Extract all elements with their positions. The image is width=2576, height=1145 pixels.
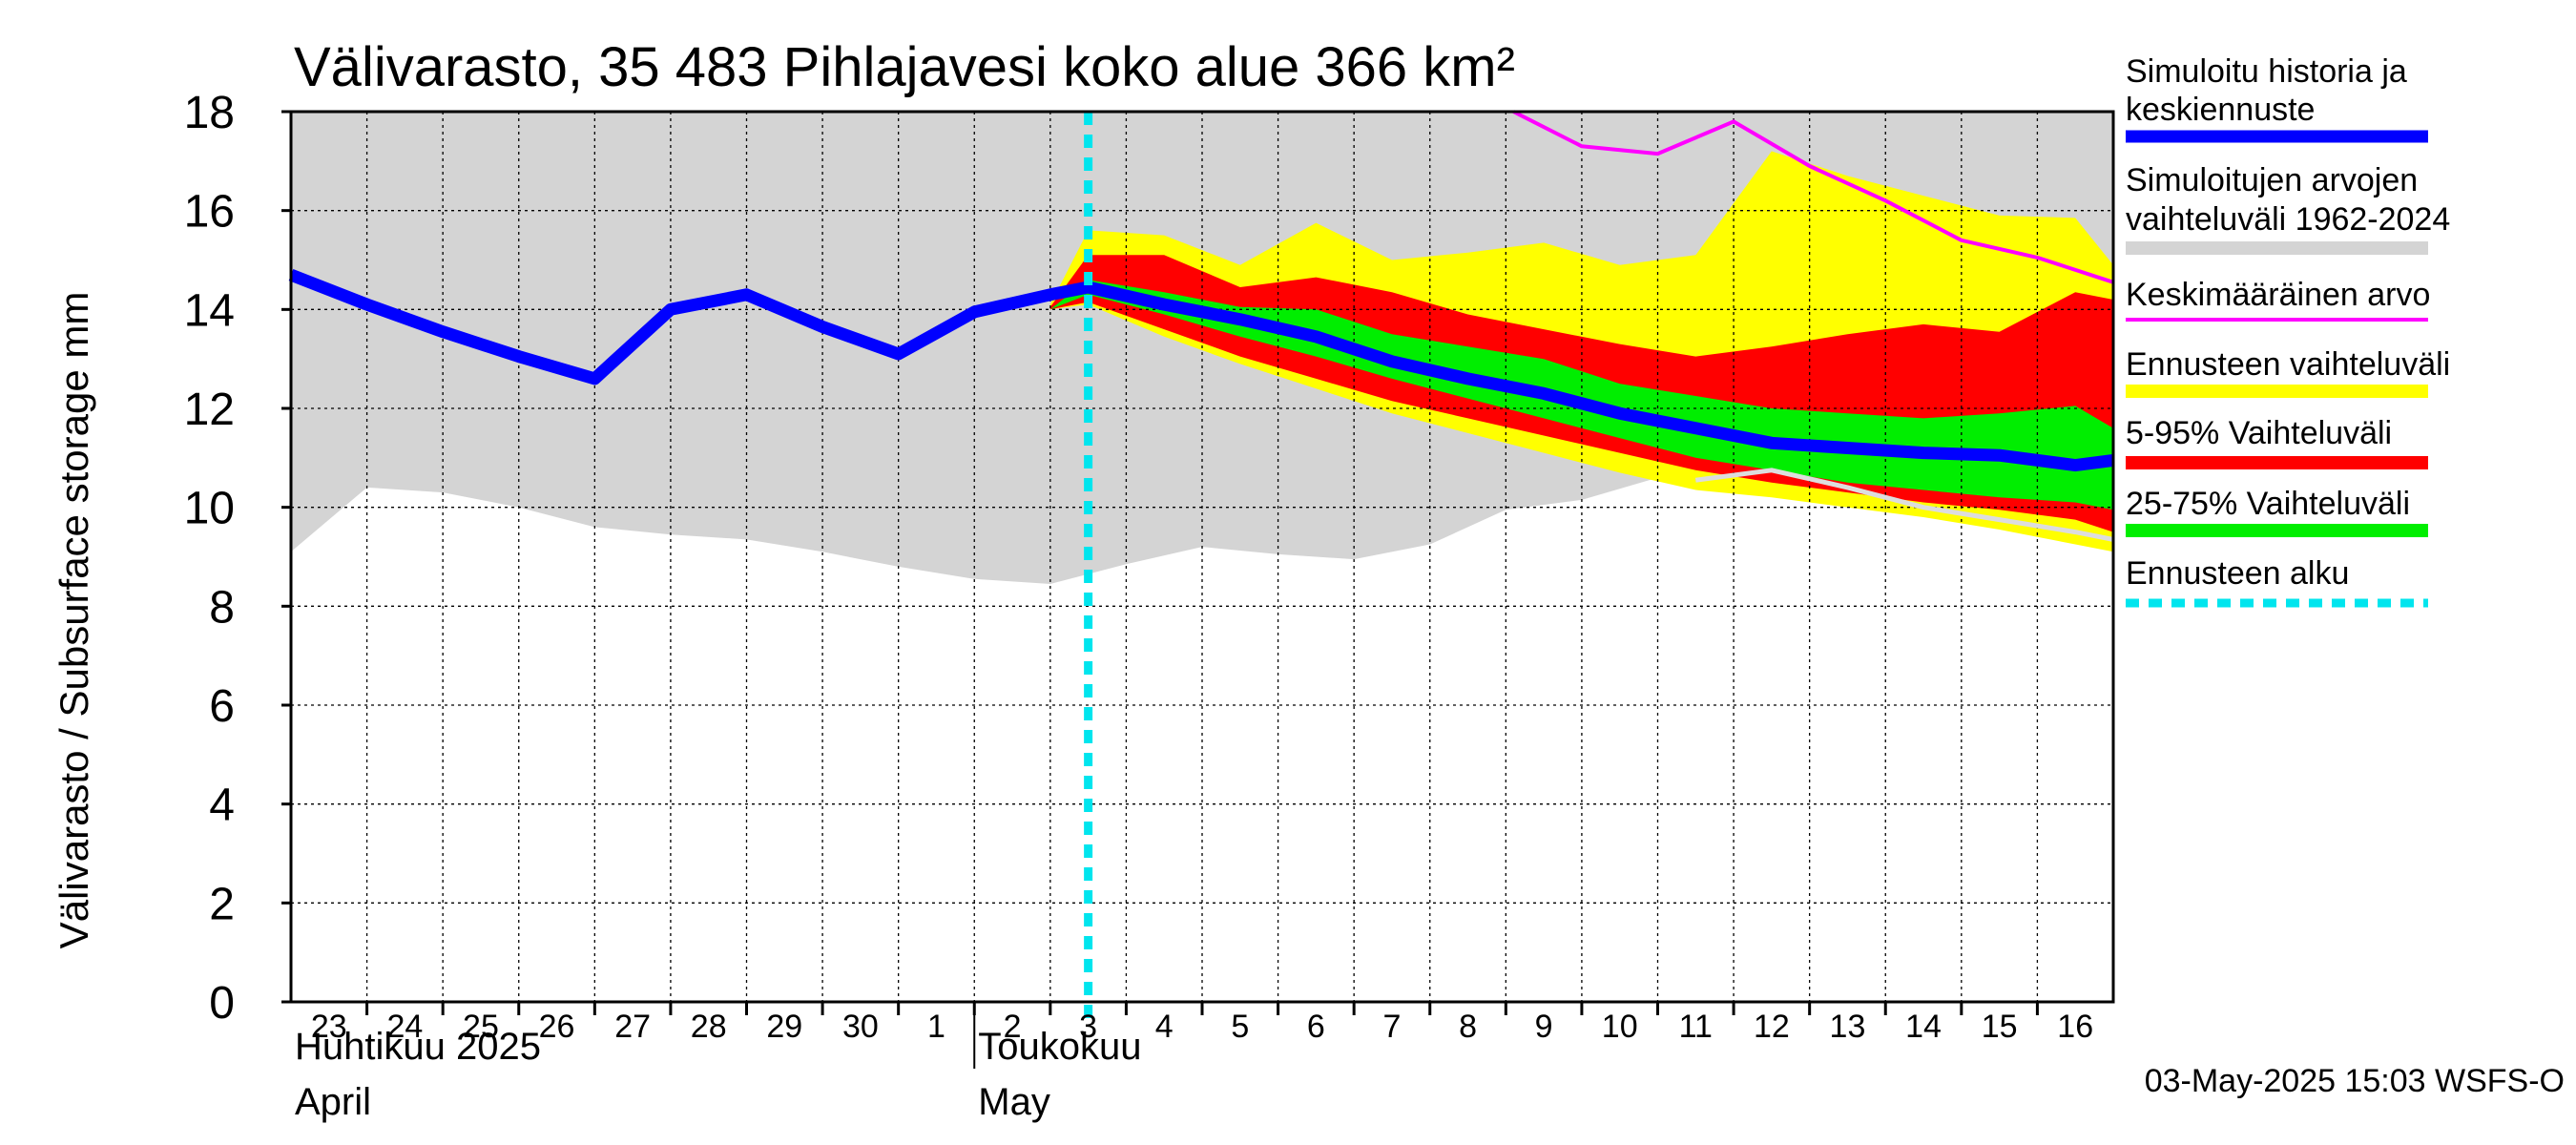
x-tick-label: 1 [927,1009,945,1045]
x-tick-label: 7 [1382,1009,1401,1045]
mean-line [1512,110,2114,284]
legend-forecast-start: Ennusteen alku [2126,555,2428,608]
y-tick-label: 6 [209,681,235,732]
legend-25-75: 25-75% Vaihteluväli [2126,486,2428,537]
legend-label: Simuloitu historia ja [2126,53,2407,90]
x-tick-label: 4 [1155,1009,1174,1045]
legend-5-95: 5-95% Vaihteluväli [2126,415,2428,469]
y-tick-label: 4 [209,781,235,831]
month-label-en: May [978,1081,1050,1123]
x-tick-label: 29 [766,1009,802,1045]
x-tick-label: 11 [1679,1009,1713,1045]
y-tick-label: 14 [184,285,235,336]
y-tick-label: 10 [184,484,235,534]
y-tick-label: 12 [184,385,235,435]
legend-label: Ennusteen vaihteluväli [2126,346,2450,383]
legend-label: Ennusteen alku [2126,555,2349,592]
median-line [288,269,2114,472]
legend-label: Keskimääräinen arvo [2126,277,2430,313]
x-tick-label: 13 [1830,1009,1866,1045]
x-tick-label: 3 [1079,1009,1097,1045]
legend-label-line2: vaihteluväli 1962-2024 [2126,201,2450,238]
legend-mean: Keskimääräinen arvo [2126,277,2430,322]
y-tick-label: 0 [209,978,235,1029]
x-tick-label: 27 [614,1009,651,1045]
legend-label-line2: keskiennuste [2126,92,2315,128]
legend-label: 5-95% Vaihteluväli [2126,415,2392,451]
x-tick-label: 10 [1602,1009,1638,1045]
month-label: Huhtikuu 2025 [295,1026,541,1068]
chart-title: Välivarasto, 35 483 Pihlajavesi koko alu… [294,36,1515,98]
series-lines [288,110,2114,1021]
y-tick-label: 8 [209,582,235,633]
x-tick-label: 6 [1307,1009,1325,1045]
y-tick-label: 18 [184,88,235,138]
y-tick-label: 2 [209,879,235,929]
x-tick-label: 24 [386,1009,423,1045]
x-tick-label: 30 [842,1009,879,1045]
month-label: Toukokuu [978,1026,1141,1068]
x-tick-label: 23 [311,1009,347,1045]
x-tick-label: 28 [691,1009,727,1045]
x-tick-label: 15 [1982,1009,2018,1045]
x-tick-label: 2 [1004,1009,1022,1045]
x-tick-label: 5 [1231,1009,1249,1045]
x-tick-label: 12 [1754,1009,1790,1045]
y-tick-label: 16 [184,187,235,238]
x-tick-label: 26 [539,1009,575,1045]
legend-label: Simuloitujen arvojen [2126,162,2418,198]
timestamp: 03-May-2025 15:03 WSFS-O [2145,1063,2565,1099]
legend: Simuloitu historia jakeskiennusteSimuloi… [2126,53,2450,608]
x-tick-label: 8 [1459,1009,1477,1045]
reference-line-light [1694,468,2114,542]
x-tick-label: 16 [2057,1009,2093,1045]
x-tick-label: 9 [1535,1009,1553,1045]
legend-label: 25-75% Vaihteluväli [2126,486,2410,522]
y-axis-label: Välivarasto / Subsurface storage mm [52,292,96,949]
x-tick-label: 14 [1905,1009,1942,1045]
grid [291,112,2113,1002]
legend-forecast-range: Ennusteen vaihteluväli [2126,346,2450,398]
month-label-en: April [295,1081,371,1123]
x-tick-label: 25 [463,1009,499,1045]
